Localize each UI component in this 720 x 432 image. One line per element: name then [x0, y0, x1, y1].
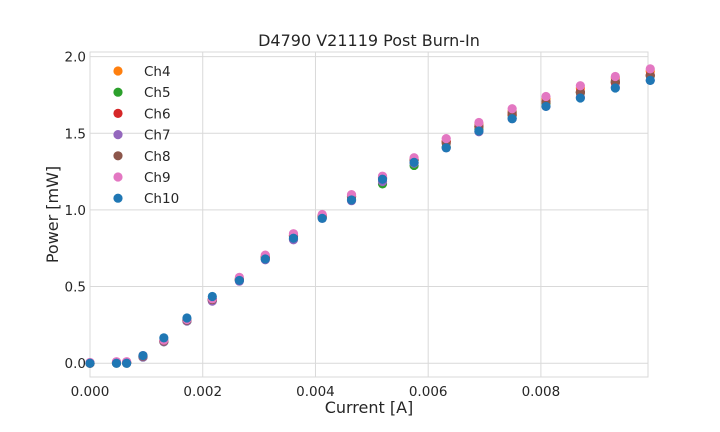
data-point-ch10 — [182, 313, 192, 323]
plot-area — [90, 52, 648, 377]
data-point-ch9 — [610, 71, 620, 82]
plot-frame — [89, 51, 649, 378]
series-ch10 — [85, 75, 655, 368]
data-point-ch10 — [317, 213, 327, 223]
data-point-ch9 — [474, 117, 484, 128]
data-point-ch10 — [288, 233, 299, 243]
y-tick-label: 0.5 — [65, 280, 86, 296]
x-tick-label: 0.000 — [71, 384, 110, 400]
data-point-ch10 — [474, 126, 484, 136]
data-point-ch10 — [645, 75, 655, 85]
data-point-ch9 — [575, 81, 585, 91]
data-point-ch10 — [85, 358, 95, 368]
tick-labels: 0.000 0.002 0.004 0.006 0.008 0.0 0.5 1.0 1.5 2.0 — [65, 50, 561, 400]
data-point-ch10 — [122, 358, 132, 368]
data-point-ch10 — [507, 114, 517, 124]
legend-label-ch7: Ch7 — [144, 128, 171, 144]
legend-marker-ch4 — [113, 66, 123, 76]
data-point-ch10 — [346, 195, 357, 205]
data-point-ch10 — [159, 333, 169, 343]
data-point-ch9 — [441, 134, 451, 144]
legend-label-ch5: Ch5 — [144, 85, 171, 101]
data-point-ch10 — [409, 157, 419, 167]
data-point-ch10 — [541, 101, 551, 112]
legend: Ch4 Ch5 Ch6 Ch7 Ch8 Ch9 Ch10 — [113, 64, 179, 207]
data-point-ch10 — [138, 350, 148, 361]
x-axis-title: Current [A] — [325, 398, 414, 417]
legend-label-ch6: Ch6 — [144, 106, 171, 122]
data-point-ch9 — [541, 91, 551, 102]
data-points — [85, 64, 655, 368]
legend-label-ch9: Ch9 — [144, 170, 171, 186]
x-tick-label: 0.006 — [409, 384, 448, 400]
legend-label-ch10: Ch10 — [144, 191, 179, 207]
legend-marker-ch5 — [113, 87, 123, 97]
legend-label-ch8: Ch8 — [144, 149, 171, 165]
legend-marker-ch9 — [113, 172, 123, 182]
data-point-ch10 — [207, 291, 217, 302]
y-tick-label: 0.0 — [65, 356, 86, 372]
data-point-ch10 — [441, 143, 451, 153]
chart-title: D4790 V21119 Post Burn-In — [258, 31, 480, 50]
legend-marker-ch6 — [113, 108, 123, 118]
data-point-ch10 — [111, 358, 122, 368]
x-tick-label: 0.002 — [183, 384, 222, 400]
legend-marker-ch8 — [113, 151, 123, 161]
data-point-ch10 — [234, 275, 244, 286]
x-tick-label: 0.008 — [522, 384, 561, 400]
plot-border — [89, 51, 649, 378]
y-axis-title: Power [mW] — [43, 166, 62, 263]
grid-lines — [89, 52, 648, 377]
legend-marker-ch7 — [113, 130, 123, 140]
y-tick-label: 1.0 — [65, 203, 86, 219]
legend-marker-ch10 — [113, 193, 123, 203]
data-point-ch9 — [645, 64, 655, 74]
data-point-ch10 — [575, 93, 585, 103]
data-point-ch10 — [610, 83, 620, 93]
x-tick-label: 0.004 — [296, 384, 335, 400]
data-point-ch9 — [507, 104, 517, 114]
data-point-ch10 — [260, 254, 270, 264]
legend-label-ch4: Ch4 — [144, 64, 171, 80]
data-point-ch10 — [377, 174, 388, 184]
y-tick-label: 2.0 — [65, 50, 86, 66]
y-tick-label: 1.5 — [65, 126, 86, 142]
